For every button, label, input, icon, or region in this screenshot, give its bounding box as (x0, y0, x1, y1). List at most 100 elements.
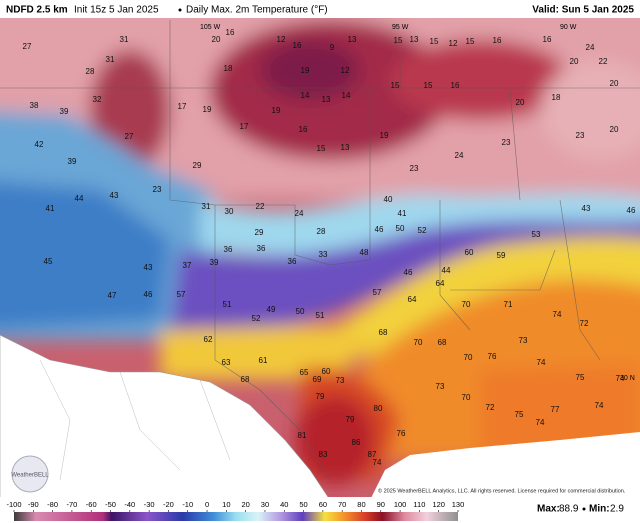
station-value: 61 (259, 356, 268, 365)
station-value: 13 (410, 35, 419, 44)
station-value: 37 (183, 261, 192, 270)
station-value: 31 (202, 202, 211, 211)
colorbar-tick-label: -20 (163, 500, 174, 509)
field-name: Daily Max. 2m Temperature (°F) (186, 5, 328, 16)
station-value: 44 (75, 194, 84, 203)
station-value: 80 (374, 404, 383, 413)
map-field (0, 18, 640, 498)
station-value: 46 (404, 268, 413, 277)
station-value: 70 (462, 393, 471, 402)
station-value: 47 (108, 291, 117, 300)
station-value: 24 (295, 209, 304, 218)
station-value: 49 (267, 305, 276, 314)
station-value: 13 (341, 143, 350, 152)
station-value: 14 (301, 91, 310, 100)
colorbar-tick-label: 70 (338, 500, 346, 509)
colorbar-tick-label: -70 (66, 500, 77, 509)
station-value: 27 (125, 132, 134, 141)
station-value: 24 (455, 151, 464, 160)
station-value: 64 (436, 279, 445, 288)
station-value: 17 (240, 122, 249, 131)
station-value: 73 (519, 336, 528, 345)
station-value: 40 (384, 195, 393, 204)
colorbar-tick-label: -40 (124, 500, 135, 509)
model-name: NDFD 2.5 km (6, 5, 68, 16)
station-value: 50 (296, 307, 305, 316)
station-value: 69 (313, 375, 322, 384)
station-value: 74 (537, 358, 546, 367)
station-value: 70 (464, 353, 473, 362)
station-value: 41 (398, 209, 407, 218)
station-value: 15 (391, 81, 400, 90)
station-value: 23 (153, 185, 162, 194)
station-value: 42 (35, 140, 44, 149)
colorbar-tick-label: 90 (377, 500, 385, 509)
colorbar-tick-label: 40 (280, 500, 288, 509)
station-value: 46 (375, 225, 384, 234)
station-value: 52 (418, 226, 427, 235)
station-value: 39 (60, 107, 69, 116)
colorbar-ramp (14, 512, 458, 521)
graticule-label: 105 W (200, 24, 221, 31)
colorbar-tick-label: 50 (299, 500, 307, 509)
colorbar-tick-label: -50 (105, 500, 116, 509)
station-value: 75 (515, 410, 524, 419)
station-value: 50 (396, 224, 405, 233)
valid-time: Valid: Sun 5 Jan 2025 (532, 5, 634, 16)
station-value: 20 (610, 79, 619, 88)
station-value: 43 (110, 191, 119, 200)
stat-value: 88.9 (559, 504, 579, 515)
station-value: 12 (341, 66, 350, 75)
station-value: 17 (178, 102, 187, 111)
station-value: 73 (336, 376, 345, 385)
graticule-label: 90 W (560, 24, 577, 31)
station-value: 68 (379, 328, 388, 337)
station-value: 44 (442, 266, 451, 275)
stat-label: Max: (537, 504, 560, 515)
colorbar-tick-label: -60 (86, 500, 97, 509)
station-value: 23 (576, 131, 585, 140)
station-value: 63 (222, 358, 231, 367)
station-value: 62 (204, 335, 213, 344)
station-value: 51 (223, 300, 232, 309)
station-value: 71 (504, 300, 513, 309)
colorbar-tick-label: -100 (6, 500, 21, 509)
station-value: 15 (424, 81, 433, 90)
colorbar-tick-label: 60 (319, 500, 327, 509)
colorbar-tick-label: 10 (222, 500, 230, 509)
station-value: 59 (497, 251, 506, 260)
colorbar: -100 -90 -80 -70 -60 -50 -40 -30 -20 -10 0 10 20 30 40… (6, 500, 464, 521)
station-value: 46 (627, 206, 636, 215)
station-value: 57 (373, 288, 382, 297)
station-value: 86 (352, 438, 361, 447)
colorbar-tick-label: 100 (394, 500, 407, 509)
station-value: 74 (536, 418, 545, 427)
station-value: 74 (553, 310, 562, 319)
station-value: 12 (277, 35, 286, 44)
separator (582, 507, 586, 511)
station-value: 15 (430, 37, 439, 46)
colorbar-tick-label: 130 (452, 500, 465, 509)
station-value: 15 (466, 37, 475, 46)
station-value: 77 (551, 405, 560, 414)
station-value: 16 (226, 28, 235, 37)
station-value: 74 (373, 458, 382, 467)
station-value: 76 (397, 429, 406, 438)
station-value: 23 (502, 138, 511, 147)
station-value: 14 (342, 91, 351, 100)
station-value: 75 (576, 373, 585, 382)
graticule-label: 30 N (620, 375, 635, 382)
station-value: 60 (322, 367, 331, 376)
station-value: 13 (322, 95, 331, 104)
stations: 27 31 28 31 20 16 12 16 9 13 15 13 15 12 15 16 16 24 20 22 2… (23, 28, 636, 467)
station-value: 20 (212, 35, 221, 44)
station-value: 15 (317, 144, 326, 153)
station-value: 39 (68, 157, 77, 166)
colorbar-tick-label: 0 (205, 500, 209, 509)
station-value: 57 (177, 290, 186, 299)
station-value: 9 (330, 43, 335, 52)
colorbar-tick-label: 110 (413, 500, 425, 509)
station-value: 31 (120, 35, 129, 44)
station-value: 18 (224, 64, 233, 73)
